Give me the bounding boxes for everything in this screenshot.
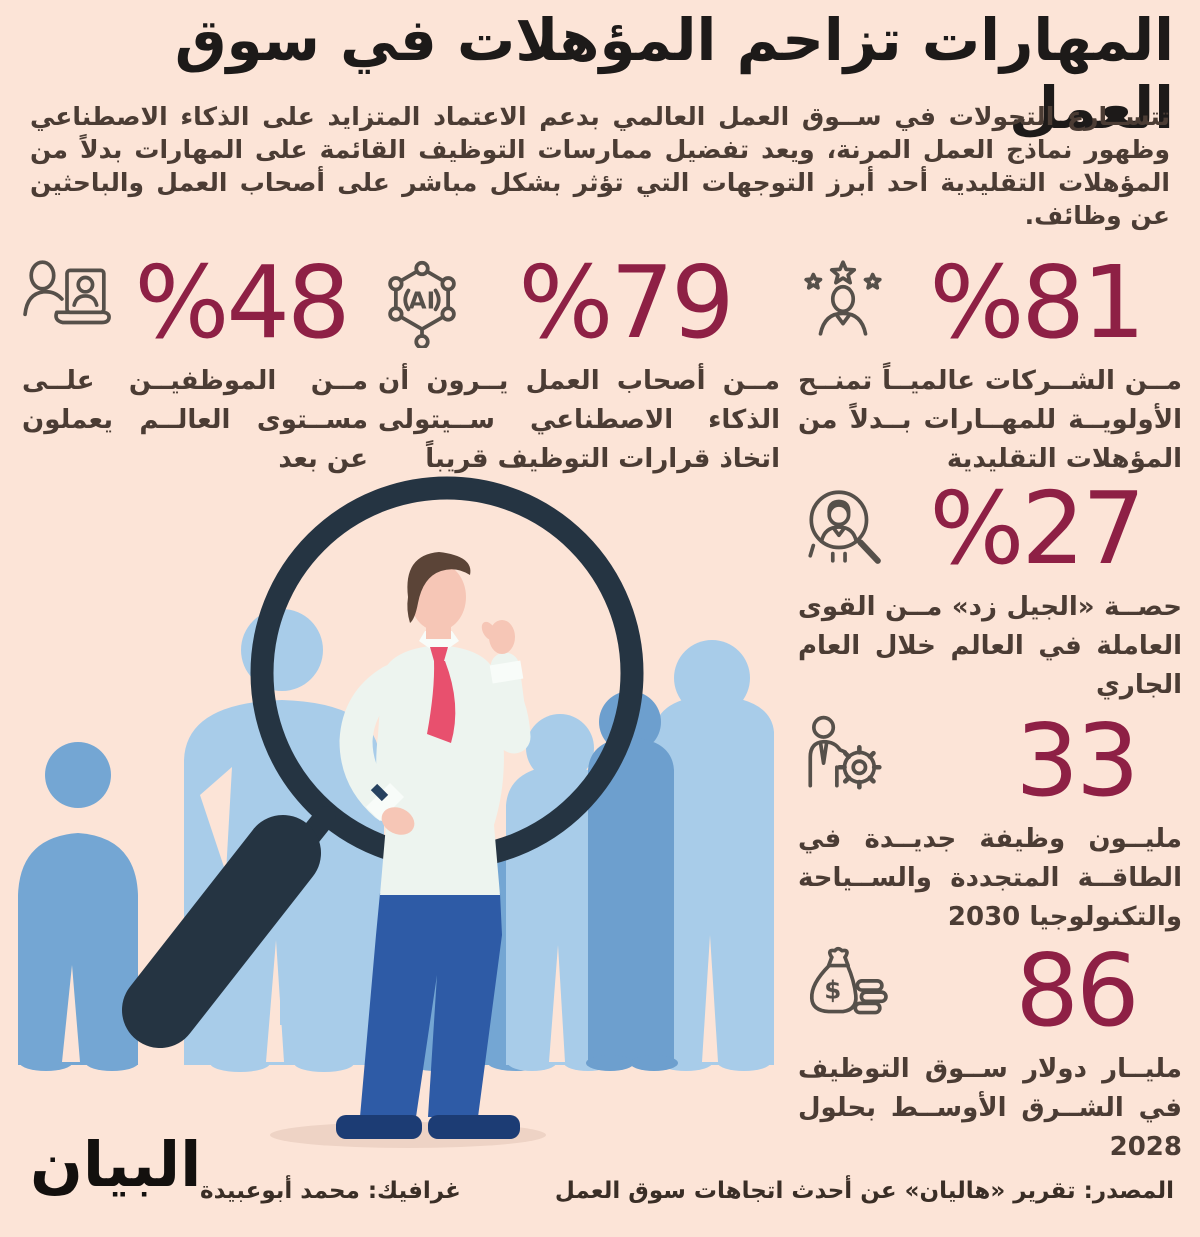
ai-network-icon: AI — [378, 252, 470, 348]
page-title-line1: المهارات تزاحم المؤهلات في سوق — [174, 6, 1174, 74]
stat-jobs-label: مليــون وظيفة جديــدة في الطاقــة المتجد… — [798, 824, 1182, 932]
stat-genz-value: %27 — [929, 470, 1145, 587]
source-note: المصدر: تقرير «هاليان» عن أحدث اتجاهات س… — [554, 1178, 1174, 1204]
money-bag-icon: $ — [798, 940, 890, 1028]
star-employee-icon — [798, 252, 890, 338]
stat-remote-value: %48 — [134, 244, 350, 361]
svg-text:$: $ — [824, 975, 841, 1004]
stat-ai-hiring: AI %79 مــن أصحاب العمل يــرون أن الذكاء… — [378, 252, 780, 479]
candidate-search-icon — [798, 478, 890, 568]
stat-skills-first: %81 مــن الشــركات عالميــاً تمنــح الأو… — [798, 252, 1182, 479]
stat-market-head: $ 86 — [798, 940, 1182, 1042]
candidate-magnifier-illustration — [18, 476, 774, 1148]
stat-ai-head: AI %79 — [378, 252, 780, 354]
stat-market-value: 86 — [1015, 932, 1139, 1049]
stat-genz-head: %27 — [798, 478, 1182, 580]
stat-remote-workers: %48 مــن الموظفيــن علــى مســتوى العالـ… — [22, 252, 368, 479]
stat-remote-label: مــن الموظفيــن علــى مســتوى العالــم ي… — [22, 366, 368, 474]
stat-skills-head: %81 — [798, 252, 1182, 354]
stat-ai-value: %79 — [518, 244, 734, 361]
stat-jobs-value: 33 — [1015, 702, 1139, 819]
remote-work-icon — [22, 252, 114, 342]
svg-text:AI: AI — [409, 288, 435, 314]
stat-recruitment-market: $ 86 مليــار دولار ســوق التوظيف في الشـ… — [798, 940, 1182, 1167]
stat-remote-head: %48 — [22, 252, 368, 354]
albayan-logo: البيان — [30, 1128, 202, 1201]
intro-paragraph: تتســارع التحولات في ســوق العمل العالمي… — [30, 102, 1170, 230]
stat-genz-share: %27 حصــة «الجيل زد» مــن القوى العاملة … — [798, 478, 1182, 705]
stat-genz-label: حصــة «الجيل زد» مــن القوى العاملة في ا… — [798, 592, 1182, 700]
graphic-credit: غرافيك: محمد أبوعبيدة — [200, 1178, 461, 1204]
stat-jobs-head: 33 — [798, 710, 1182, 812]
page-title: المهارات تزاحم المؤهلات في سوق العمل — [26, 6, 1174, 143]
stat-skills-value: %81 — [929, 244, 1145, 361]
stat-ai-label: مــن أصحاب العمل يــرون أن الذكاء الاصطن… — [378, 366, 780, 474]
stat-new-jobs: 33 مليــون وظيفة جديــدة في الطاقــة الم… — [798, 710, 1182, 937]
stat-skills-label: مــن الشــركات عالميــاً تمنــح الأولويـ… — [798, 366, 1182, 474]
highlighted-candidate — [270, 552, 546, 1148]
worker-gear-icon — [798, 710, 890, 798]
stat-market-label: مليــار دولار ســوق التوظيف في الشــرق ا… — [798, 1054, 1182, 1162]
page-title-line2: العمل — [1008, 74, 1174, 143]
